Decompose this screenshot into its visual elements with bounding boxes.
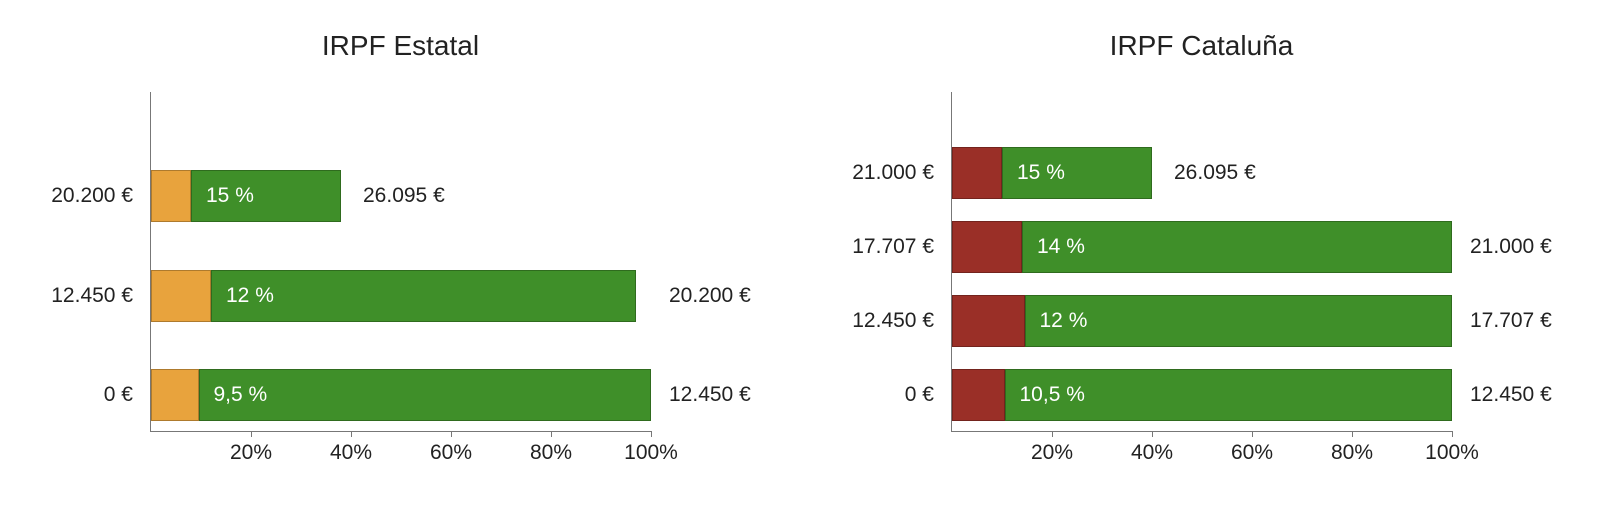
bar-pct-label: 14 % <box>1037 235 1085 259</box>
xaxis-label: 60% <box>1231 431 1273 465</box>
row-right-label: 12.450 € <box>1452 383 1552 407</box>
row-left-label: 12.450 € <box>51 284 151 308</box>
bar-seg1 <box>151 369 199 421</box>
plot-estatal: 20%40%60%80%100%9,5 %0 €12.450 €12 %12.4… <box>150 92 651 432</box>
xaxis-label: 100% <box>1425 431 1479 465</box>
bar-seg2 <box>1022 221 1452 273</box>
panel-estatal: IRPF Estatal 20%40%60%80%100%9,5 %0 €12.… <box>0 0 801 516</box>
xaxis-label: 40% <box>1131 431 1173 465</box>
bar-seg1 <box>151 170 191 222</box>
row-right-label: 26.095 € <box>341 184 445 208</box>
chart-wrap: IRPF Estatal 20%40%60%80%100%9,5 %0 €12.… <box>0 0 1602 516</box>
bar-row: 9,5 %0 €12.450 € <box>151 369 651 421</box>
row-left-label: 0 € <box>104 383 151 407</box>
xaxis-label: 80% <box>530 431 572 465</box>
bar-seg1 <box>952 295 1025 347</box>
xaxis-label: 20% <box>1031 431 1073 465</box>
xaxis-label: 80% <box>1331 431 1373 465</box>
row-right-label: 20.200 € <box>651 284 751 308</box>
bar-row: 12 %12.450 €17.707 € <box>952 295 1452 347</box>
bar-seg1 <box>952 221 1022 273</box>
row-right-label: 21.000 € <box>1452 235 1552 259</box>
bar-pct-label: 12 % <box>1040 309 1088 333</box>
bar-row: 14 %17.707 €21.000 € <box>952 221 1452 273</box>
bar-pct-label: 9,5 % <box>214 383 268 407</box>
bar-pct-label: 12 % <box>226 284 274 308</box>
bar-row: 15 %20.200 €26.095 € <box>151 170 651 222</box>
xaxis-label: 100% <box>624 431 678 465</box>
row-left-label: 20.200 € <box>51 184 151 208</box>
bar-seg2 <box>211 270 636 322</box>
row-right-label: 26.095 € <box>1152 161 1256 185</box>
row-left-label: 17.707 € <box>852 235 952 259</box>
bar-pct-label: 10,5 % <box>1020 383 1085 407</box>
bar-pct-label: 15 % <box>1017 161 1065 185</box>
bar-seg1 <box>952 147 1002 199</box>
row-right-label: 12.450 € <box>651 383 751 407</box>
bar-seg1 <box>952 369 1005 421</box>
bar-seg1 <box>151 270 211 322</box>
xaxis-label: 20% <box>230 431 272 465</box>
bar-seg2 <box>1025 295 1453 347</box>
bar-row: 15 %21.000 €26.095 € <box>952 147 1452 199</box>
xaxis-label: 40% <box>330 431 372 465</box>
plot-cataluna: 20%40%60%80%100%10,5 %0 €12.450 €12 %12.… <box>951 92 1452 432</box>
bar-row: 10,5 %0 €12.450 € <box>952 369 1452 421</box>
xaxis-label: 60% <box>430 431 472 465</box>
panel-cataluna: IRPF Cataluña 20%40%60%80%100%10,5 %0 €1… <box>801 0 1602 516</box>
row-left-label: 21.000 € <box>852 161 952 185</box>
row-left-label: 0 € <box>905 383 952 407</box>
row-left-label: 12.450 € <box>852 309 952 333</box>
chart-title: IRPF Estatal <box>40 30 761 62</box>
bar-pct-label: 15 % <box>206 184 254 208</box>
row-right-label: 17.707 € <box>1452 309 1552 333</box>
chart-title: IRPF Cataluña <box>841 30 1562 62</box>
bar-row: 12 %12.450 €20.200 € <box>151 270 651 322</box>
